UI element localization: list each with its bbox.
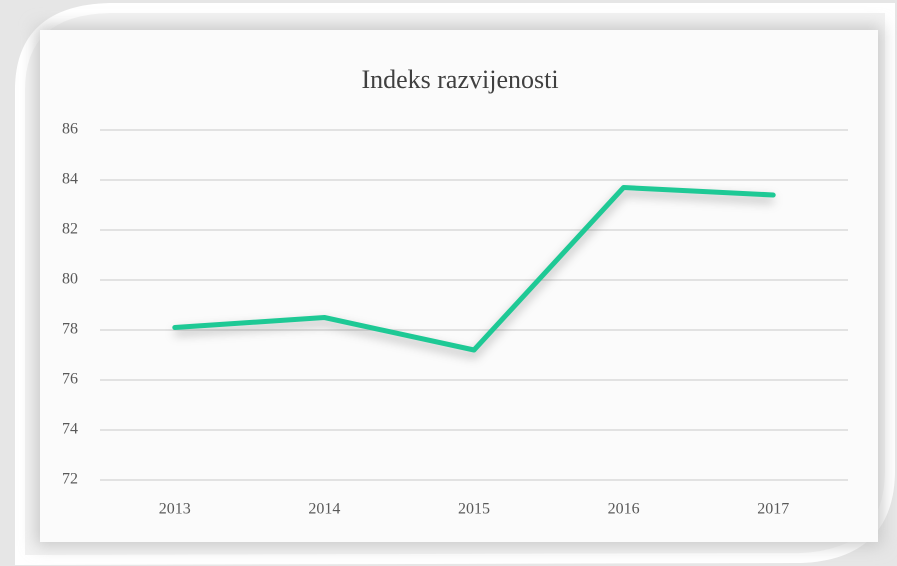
line-shadow — [174, 189, 774, 359]
x-tick-label: 2014 — [308, 501, 340, 518]
chart-title: Indeks razvijenosti — [361, 65, 558, 94]
data-line — [172, 185, 776, 353]
y-tick-label: 74 — [62, 421, 78, 438]
y-tick-label: 76 — [62, 371, 78, 388]
y-tick-label: 78 — [62, 321, 78, 338]
x-tick-label: 2013 — [159, 501, 191, 518]
y-tick-label: 86 — [62, 121, 78, 138]
y-tick-label: 72 — [62, 471, 78, 488]
x-tick-label: 2016 — [608, 501, 640, 518]
y-tick-label: 82 — [62, 221, 78, 238]
x-tick-label: 2017 — [757, 501, 789, 518]
y-tick-label: 80 — [62, 271, 78, 288]
panel — [40, 30, 878, 542]
y-tick-label: 84 — [62, 171, 78, 188]
x-tick-label: 2015 — [458, 501, 490, 518]
